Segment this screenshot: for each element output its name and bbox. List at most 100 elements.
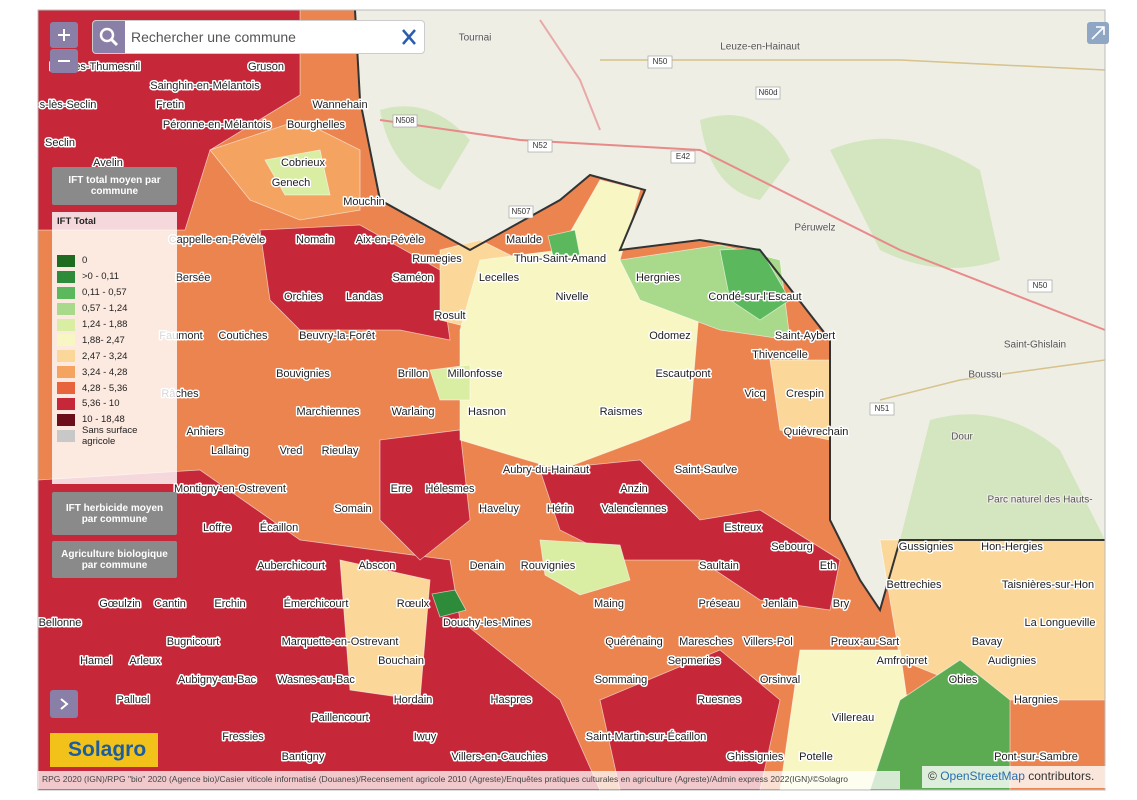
legend-label: 2,47 - 3,24: [82, 350, 128, 362]
commune-label: Arleux: [129, 655, 161, 667]
commune-label: Wasnes-au-Bac: [277, 674, 355, 686]
commune-label: Paillencourt: [311, 712, 368, 724]
commune-label: Cantin: [154, 598, 186, 610]
commune-label: Aubigny-au-Bac: [178, 674, 257, 686]
commune-label: Warlaing: [392, 406, 435, 418]
commune-label: Saint-Saulve: [675, 464, 737, 476]
commune-label: Bouvignies: [276, 368, 330, 380]
commune-label: Somain: [334, 503, 371, 515]
commune-label: Hon-Hergies: [981, 541, 1043, 553]
commune-label: Sebourg: [771, 541, 813, 553]
legend-item: 1,24 - 1,88: [57, 317, 172, 333]
legend-swatch: [57, 286, 75, 299]
layer-button[interactable]: Agriculture biologique par commune: [52, 541, 177, 578]
commune-label: Ghissignies: [727, 751, 784, 763]
legend: IFT Total 0 >0 - 0,11 0,11 - 0,57 0,57 - 1,…: [52, 212, 177, 484]
legend-item: 5,36 - 10: [57, 396, 172, 412]
legend-label: 0,11 - 0,57: [82, 287, 127, 299]
legend-swatch: [57, 413, 75, 426]
legend-swatch: [57, 334, 75, 347]
legend-item: Sans surface agricole: [57, 425, 172, 447]
commune-label: Rosult: [434, 310, 465, 322]
commune-label: Valenciennes: [601, 503, 667, 515]
commune-label: Quiévrechain: [784, 426, 849, 438]
legend-swatch: [57, 429, 75, 442]
legend-item: 0: [57, 253, 172, 269]
osm-link[interactable]: OpenStreetMap: [940, 769, 1025, 783]
place-label: Saint-Ghislain: [1004, 340, 1066, 351]
legend-label: 0: [82, 255, 88, 267]
commune-label: Bouchain: [378, 655, 424, 667]
layer-button[interactable]: IFT herbicide moyen par commune: [52, 492, 177, 535]
commune-label: Amfroipret: [877, 655, 928, 667]
legend-item: 0,57 - 1,24: [57, 301, 172, 317]
commune-label: Auberchicourt: [257, 560, 325, 572]
roads: [379, 19, 1106, 401]
commune-label: Audignies: [988, 655, 1037, 667]
commune-label: Brillon: [398, 368, 429, 380]
commune-label: Iwuy: [414, 731, 437, 743]
osm-prefix: ©: [928, 769, 937, 783]
commune-label: Odomez: [649, 330, 691, 342]
commune-label: Haspres: [491, 694, 532, 706]
commune-label: Douchy-les-Mines: [443, 617, 532, 629]
commune-label: Nivelle: [555, 291, 588, 303]
commune-label: Hergnies: [636, 272, 681, 284]
commune-label: Bourghelles: [287, 119, 346, 131]
road-shield: [647, 55, 673, 69]
commune-label: Hélesmes: [426, 483, 475, 495]
search-icon: [93, 21, 125, 53]
legend-swatch: [57, 302, 75, 315]
road-label: N50: [1033, 281, 1048, 290]
legend-swatch: [57, 270, 75, 283]
commune-label: Jenlain: [763, 598, 798, 610]
road-label: N51: [875, 404, 890, 413]
road-shield: [670, 150, 696, 164]
commune-label: Thun-Saint-Amand: [514, 253, 606, 265]
commune-label: Landas: [346, 291, 383, 303]
commune-label: Loffre: [203, 522, 231, 534]
commune-label: Cappelle-en-Pévèle: [169, 234, 266, 246]
commune-label: Denain: [470, 560, 505, 572]
commune-label: Ruesnes: [697, 694, 741, 706]
commune-label: Haveluy: [479, 503, 519, 515]
commune-label: Escautpont: [655, 368, 710, 380]
commune-label: Mouchin: [343, 196, 385, 208]
legend-swatch: [57, 254, 75, 267]
commune-label: Nomain: [296, 234, 334, 246]
commune-label: Péronne-en-Mélantois: [163, 119, 272, 131]
place-label: Parc naturel des Hauts-: [987, 495, 1092, 506]
legend-item: >0 - 0,11: [57, 269, 172, 285]
legend-label: 1,88- 2,47: [82, 334, 125, 346]
commune-label: s-lès-Seclin: [40, 99, 97, 111]
border: [354, 9, 1105, 613]
place-label: Leuze-en-Hainaut: [720, 42, 800, 53]
commune-label: Pont-sur-Sambre: [994, 751, 1078, 763]
road-shield: [527, 139, 553, 153]
legend-label: 4,28 - 5,36: [82, 382, 128, 394]
commune-label: La Longueville: [1025, 617, 1096, 629]
commune-label: Orsinval: [760, 674, 800, 686]
road-label: N507: [511, 207, 531, 216]
commune-label: Saint-Aybert: [775, 330, 835, 342]
legend-swatch: [57, 366, 75, 379]
road-shield: [508, 205, 534, 219]
commune-label: Cobrieux: [281, 157, 326, 169]
layer-button[interactable]: IFT total moyen par commune: [52, 167, 177, 205]
zoom-control: [50, 22, 78, 73]
legend-label: 10 - 18,48: [82, 414, 125, 426]
search-box[interactable]: Rechercher une commune: [92, 20, 425, 54]
zoom-in-icon: [58, 29, 70, 41]
commune-label: Bugnicourt: [167, 636, 220, 648]
commune-label: Genech: [272, 177, 311, 189]
panel-toggle[interactable]: [50, 690, 78, 718]
clear-search[interactable]: [394, 27, 424, 47]
road-shield: [1027, 279, 1053, 293]
commune-label: Vicq: [744, 388, 765, 400]
legend-swatch: [57, 382, 75, 395]
legend-item: 0,11 - 0,57: [57, 285, 172, 301]
commune-label: Hérin: [547, 503, 573, 515]
legend-swatch: [57, 318, 75, 331]
fullscreen-control[interactable]: [1087, 22, 1109, 44]
